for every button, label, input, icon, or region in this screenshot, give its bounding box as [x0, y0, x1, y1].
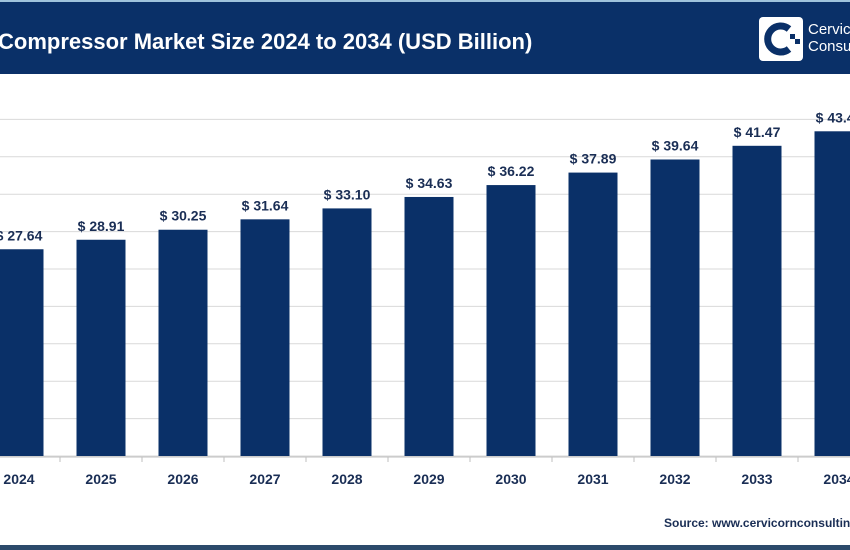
x-tick-label-2026: 2026: [167, 471, 198, 487]
data-label-2029: $ 34.63: [406, 175, 453, 191]
logo-line2: Consulting: [808, 38, 850, 55]
x-tick-label-2032: 2032: [659, 471, 690, 487]
x-tick-label-2033: 2033: [741, 471, 772, 487]
x-tick-label-2034: 2034: [823, 471, 850, 487]
data-label-2033: $ 41.47: [734, 124, 781, 140]
bar-2026: [158, 229, 208, 456]
data-label-2034: $ 43.41: [816, 109, 850, 125]
x-tick-label-2027: 2027: [249, 471, 280, 487]
data-label-2031: $ 37.89: [570, 151, 617, 167]
logo-line1: Cervicorn: [808, 21, 850, 38]
data-label-2024: $ 27.64: [0, 227, 43, 243]
bar-2024: [0, 249, 44, 456]
chart-header: Compressor Market Size 2024 to 2034 (USD…: [0, 0, 850, 74]
bottom-border: [0, 545, 850, 550]
x-tick-label-2024: 2024: [3, 471, 34, 487]
bar-2030: [486, 185, 536, 456]
logo-text: Cervicorn Consulting: [808, 21, 850, 55]
bar-2027: [240, 219, 290, 456]
bar-2034: [814, 131, 850, 456]
data-label-2027: $ 31.64: [242, 197, 289, 213]
bar-2033: [732, 145, 782, 457]
bar-2032: [650, 159, 700, 456]
bar-2025: [76, 239, 126, 456]
bar-2029: [404, 196, 454, 457]
x-tick-label-2029: 2029: [413, 471, 444, 487]
chart-title: Compressor Market Size 2024 to 2034 (USD…: [0, 29, 533, 54]
data-label-2025: $ 28.91: [78, 218, 125, 234]
x-tick-label-2031: 2031: [577, 471, 608, 487]
logo-icon: [759, 17, 803, 61]
data-label-2028: $ 33.10: [324, 186, 371, 202]
x-tick-label-2030: 2030: [495, 471, 526, 487]
source-text: Source: www.cervicornconsulting.com: [664, 516, 850, 530]
x-tick-label-2025: 2025: [85, 471, 116, 487]
data-label-2030: $ 36.22: [488, 163, 535, 179]
data-label-2026: $ 30.25: [160, 208, 207, 224]
data-label-2032: $ 39.64: [652, 137, 699, 153]
x-tick-label-2028: 2028: [331, 471, 362, 487]
bar-2031: [568, 172, 618, 456]
bar-2028: [322, 208, 372, 456]
